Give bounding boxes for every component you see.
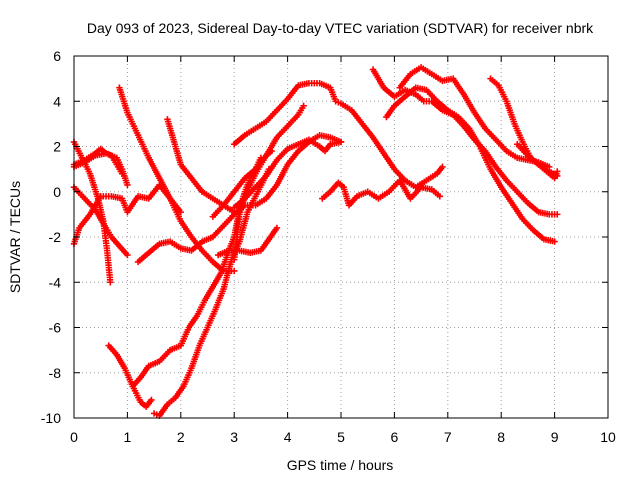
series-8 [105,342,155,410]
x-axis-label: GPS time / hours [287,457,394,473]
data-point [124,181,131,189]
data-point [124,251,131,259]
x-tick-label: 1 [124,429,132,445]
data-point [273,224,281,232]
series-7 [164,116,238,216]
x-tick-label: 3 [230,429,238,445]
series-15 [231,79,446,191]
series-13 [214,224,281,259]
data-point [554,211,561,218]
series-16 [209,102,307,220]
series-5 [70,145,126,177]
y-tick-label: -4 [49,274,62,290]
y-tick-label: 4 [53,93,61,109]
data-marks [70,64,561,419]
series-3 [70,181,184,247]
x-tick-label: 4 [284,429,292,445]
series-14 [231,136,345,211]
data-point [107,279,114,286]
x-tick-label: 0 [70,429,78,445]
x-tick-labels: 0 1 2 3 4 5 6 7 8 9 10 [70,429,616,445]
data-point [148,396,155,404]
data-point [551,238,558,245]
series-19 [383,84,558,245]
y-tick-label: -10 [41,410,61,426]
y-axis-label: SDTVAR / TECUs [7,181,23,293]
data-point [554,172,561,180]
axis-ticks [73,55,609,419]
x-tick-label: 6 [391,429,399,445]
data-point [118,170,126,177]
series-12 [134,131,345,266]
y-tick-label: 0 [53,184,61,200]
data-point [436,193,443,200]
data-point [300,102,307,109]
y-tick-label: -8 [49,365,62,381]
y-tick-label: 6 [53,48,61,64]
data-point [231,267,238,275]
y-tick-label: 2 [53,139,61,155]
y-tick-label: -6 [49,320,62,336]
series-18 [369,66,561,218]
data-point [337,138,345,146]
series-2 [70,184,131,259]
y-tick-label: -2 [49,229,62,245]
data-point [439,163,446,171]
x-tick-label: 10 [600,429,616,445]
chart-title: Day 093 of 2023, Sidereal Day-to-day VTE… [87,20,594,36]
series-6 [116,84,238,275]
x-tick-label: 8 [497,429,505,445]
x-tick-label: 9 [551,429,559,445]
x-tick-label: 2 [177,429,185,445]
series-22 [514,141,561,180]
x-tick-label: 5 [337,429,345,445]
y-tick-labels: -10 -8 -6 -4 -2 0 2 4 6 [41,48,61,426]
x-tick-label: 7 [444,429,452,445]
series-17 [319,177,443,209]
